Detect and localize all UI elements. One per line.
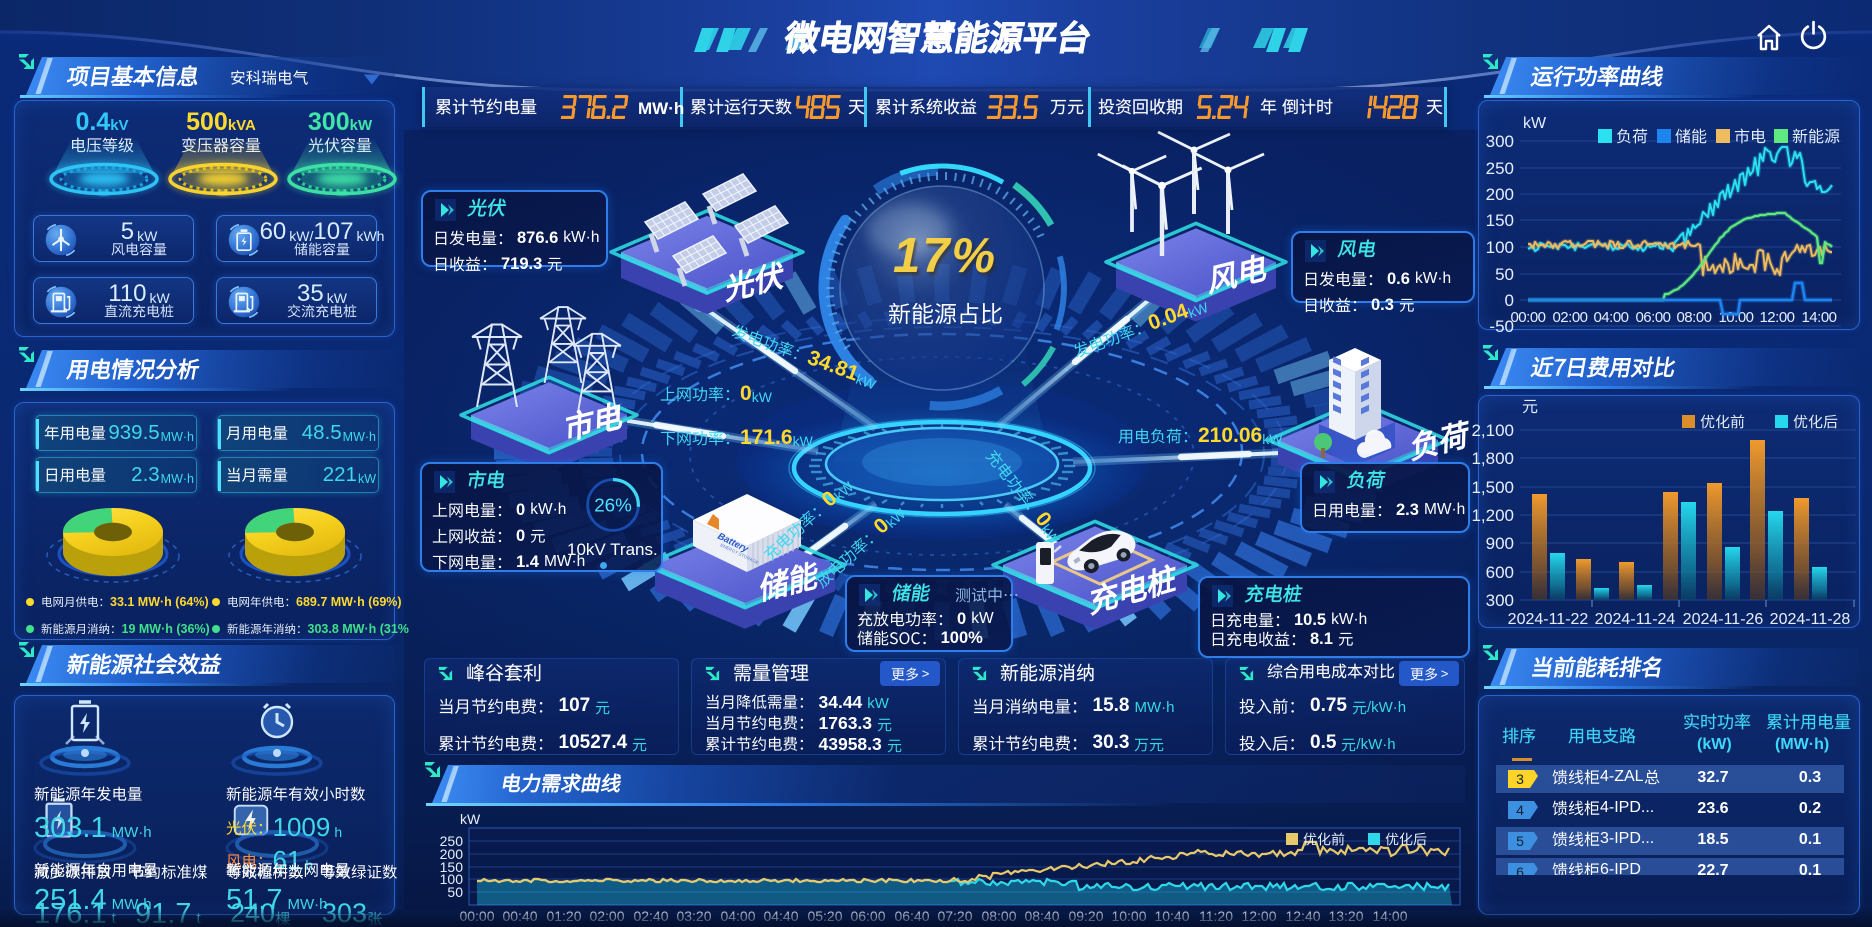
svg-text:3: 3 xyxy=(1516,771,1524,787)
svg-text:150: 150 xyxy=(440,859,464,875)
svg-text:4: 4 xyxy=(1516,802,1524,818)
svg-text:250: 250 xyxy=(1486,159,1514,178)
svg-text:1,500: 1,500 xyxy=(1471,478,1514,497)
svg-text:900: 900 xyxy=(1486,534,1514,553)
svg-text:6: 6 xyxy=(1516,864,1524,875)
svg-text:2024-11-26: 2024-11-26 xyxy=(1683,611,1764,628)
svg-text:04:00: 04:00 xyxy=(1593,309,1628,326)
svg-text:300: 300 xyxy=(1486,132,1514,151)
svg-text:50: 50 xyxy=(447,884,463,900)
svg-text:200: 200 xyxy=(440,846,464,862)
svg-text:300: 300 xyxy=(1486,591,1514,610)
svg-text:2024-11-24: 2024-11-24 xyxy=(1595,611,1676,628)
svg-text:26%: 26% xyxy=(594,495,632,516)
svg-text:1,200: 1,200 xyxy=(1471,506,1514,525)
svg-text:150: 150 xyxy=(1486,211,1514,230)
svg-text:02:00: 02:00 xyxy=(1552,309,1587,326)
svg-text:600: 600 xyxy=(1486,563,1514,582)
svg-text:250: 250 xyxy=(440,833,464,849)
svg-text:2024-11-22: 2024-11-22 xyxy=(1508,611,1589,628)
svg-text:12:00: 12:00 xyxy=(1759,309,1794,326)
svg-text:2024-11-28: 2024-11-28 xyxy=(1770,611,1851,628)
svg-text:100: 100 xyxy=(440,871,464,887)
svg-text:kW: kW xyxy=(1523,115,1547,132)
svg-text:2,100: 2,100 xyxy=(1471,421,1514,440)
svg-text:06:00: 06:00 xyxy=(1635,309,1670,326)
svg-text:100: 100 xyxy=(1486,238,1514,257)
svg-text:0: 0 xyxy=(1505,291,1514,310)
svg-text:kW: kW xyxy=(460,811,481,827)
svg-text:14:00: 14:00 xyxy=(1801,309,1836,326)
svg-text:-50: -50 xyxy=(1489,317,1514,336)
svg-text:5: 5 xyxy=(1516,833,1524,849)
svg-text:200: 200 xyxy=(1486,185,1514,204)
svg-text:1,800: 1,800 xyxy=(1471,449,1514,468)
svg-text:50: 50 xyxy=(1495,265,1514,284)
svg-text:08:00: 08:00 xyxy=(1676,309,1711,326)
svg-text:00:00: 00:00 xyxy=(1510,309,1545,326)
